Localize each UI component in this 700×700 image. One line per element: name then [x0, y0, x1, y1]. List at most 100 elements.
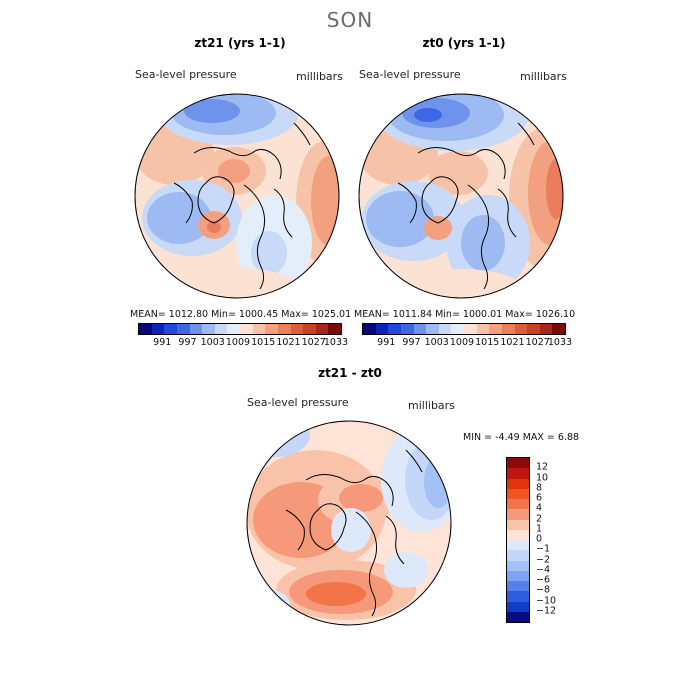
- left-low-west-mid: [147, 192, 211, 244]
- right-colorbar-bin: [451, 324, 464, 334]
- left-colorbar-bin: [189, 324, 203, 334]
- diff-colorbar-tick: −12: [536, 605, 557, 617]
- right-low-west-mid: [366, 191, 434, 247]
- left-coastlines: [173, 122, 311, 290]
- diff-colorbar: [506, 457, 530, 623]
- right-colorbar-bin: [400, 324, 414, 334]
- left-colorbar-bin: [240, 324, 253, 334]
- diff-colorbar-tick: 10: [536, 472, 549, 483]
- right-colorbar-bin: [539, 324, 553, 334]
- diff-colorbar-tick: 0: [536, 533, 543, 545]
- right-polar-map: [358, 93, 564, 299]
- diff-colorbar-bin: [507, 519, 529, 530]
- left-colorbar-bin: [151, 324, 165, 334]
- right-colorbar-bin: [388, 324, 401, 334]
- left-low-south-core: [251, 231, 287, 275]
- right-high-greenland: [424, 216, 452, 240]
- diff-colorbar-tick: −6: [536, 574, 551, 586]
- diff-pos-south-core: [306, 582, 366, 606]
- diff-coastlines: [285, 449, 423, 617]
- right-colorbar: [362, 323, 566, 335]
- left-colorbar-tick: 1033: [323, 337, 349, 348]
- diff-colorbar-bin: [507, 509, 529, 520]
- diff-neg-east-core: [424, 456, 451, 508]
- left-colorbar-bin: [328, 324, 341, 334]
- left-colorbar-tick: 997: [178, 337, 197, 348]
- left-colorbar: [138, 323, 342, 335]
- right-colorbar-ticks: 991 997 1003 1009 1015 1021 1027 1033: [362, 337, 572, 351]
- diff-colorbar-bin: [507, 540, 529, 551]
- right-colorbar-bin: [375, 324, 389, 334]
- diff-colorbar-bin: [507, 560, 529, 571]
- left-colorbar-tick: 1015: [251, 337, 276, 348]
- diff-pos-center-core: [339, 484, 383, 512]
- diff-colorbar-tick: 8: [536, 482, 543, 494]
- diff-colorbar-tick: −1: [536, 543, 551, 555]
- right-colorbar-tick: 1021: [500, 337, 525, 348]
- left-high-greenland-core: [207, 221, 221, 233]
- right-colorbar-tick: 1009: [449, 337, 475, 348]
- left-colorbar-bin: [290, 324, 304, 334]
- right-colorbar-bin: [527, 324, 540, 334]
- right-colorbar-bin: [363, 324, 376, 334]
- diff-variable-label: Sea-level pressure: [247, 396, 349, 409]
- left-colorbar-bin: [315, 324, 329, 334]
- left-colorbar-bin: [277, 324, 291, 334]
- left-variable-label: Sea-level pressure: [135, 68, 237, 81]
- diff-colorbar-bin: [507, 488, 529, 499]
- diff-panel-title: zt21 - zt0: [318, 366, 382, 380]
- left-colorbar-bin: [139, 324, 152, 334]
- diff-colorbar-tick: 12: [536, 461, 549, 473]
- diff-colorbar-ticks: 12 10 8 6 4 2 1 0 −1 −2 −4 −6 −8 −10 −12: [536, 457, 576, 621]
- right-colorbar-tick: 997: [402, 337, 421, 348]
- diff-colorbar-tick: 2: [536, 513, 543, 524]
- right-low-north-deep: [414, 108, 442, 122]
- right-colorbar-bin: [464, 324, 477, 334]
- left-colorbar-bin: [252, 324, 266, 334]
- left-colorbar-bin: [303, 324, 316, 334]
- left-panel-title: zt21 (yrs 1-1): [194, 36, 286, 50]
- diff-colorbar-bin: [507, 529, 529, 540]
- left-south-neutral: [177, 268, 297, 298]
- left-colorbar-tick: 991: [153, 337, 172, 348]
- right-colorbar-bin: [426, 324, 439, 334]
- right-coastlines: [397, 122, 535, 290]
- right-colorbar-tick: 1003: [424, 337, 449, 348]
- diff-colorbar-tick: −4: [536, 564, 551, 576]
- diff-colorbar-tick: 4: [536, 502, 543, 514]
- diff-colorbar-bin: [507, 550, 529, 561]
- diff-stats: MIN = -4.49 MAX = 6.88: [463, 432, 580, 443]
- right-colorbar-bin: [501, 324, 515, 334]
- left-colorbar-tick: 1021: [276, 337, 301, 348]
- left-colorbar-bin: [227, 324, 240, 334]
- right-colorbar-bin: [552, 324, 565, 334]
- diff-colorbar-bin: [507, 591, 529, 602]
- right-colorbar-bin: [489, 324, 502, 334]
- right-variable-label: Sea-level pressure: [359, 68, 461, 81]
- diff-units-label: millibars: [408, 399, 455, 412]
- diff-colorbar-tick: −8: [536, 584, 551, 596]
- right-map-border: [358, 93, 564, 299]
- left-colorbar-bin: [265, 324, 278, 334]
- left-colorbar-tick: 1003: [200, 337, 225, 348]
- left-stats: MEAN= 1012.80 Min= 1000.45 Max= 1025.01: [130, 309, 352, 320]
- diff-colorbar-tick: 1: [536, 523, 543, 535]
- right-colorbar-tick: 1033: [547, 337, 573, 348]
- right-colorbar-tick: 1015: [475, 337, 500, 348]
- left-polar-map: [134, 93, 340, 299]
- left-map-border: [134, 93, 340, 299]
- left-colorbar-bin: [164, 324, 177, 334]
- diff-colorbar-tick: −2: [536, 554, 551, 565]
- left-colorbar-tick: 1009: [225, 337, 251, 348]
- diff-colorbar-bin: [507, 468, 529, 479]
- diff-colorbar-bin: [507, 478, 529, 489]
- diff-colorbar-bin: [507, 611, 529, 622]
- diff-colorbar-bin: [507, 581, 529, 592]
- right-panel-title: zt0 (yrs 1-1): [422, 36, 506, 50]
- diff-neg-pole: [331, 508, 371, 552]
- right-colorbar-bin: [514, 324, 528, 334]
- diff-map-border: [246, 420, 452, 626]
- right-colorbar-tick: 1027: [525, 337, 550, 348]
- left-high-center-core: [218, 159, 250, 183]
- figure-title: SON: [326, 8, 374, 32]
